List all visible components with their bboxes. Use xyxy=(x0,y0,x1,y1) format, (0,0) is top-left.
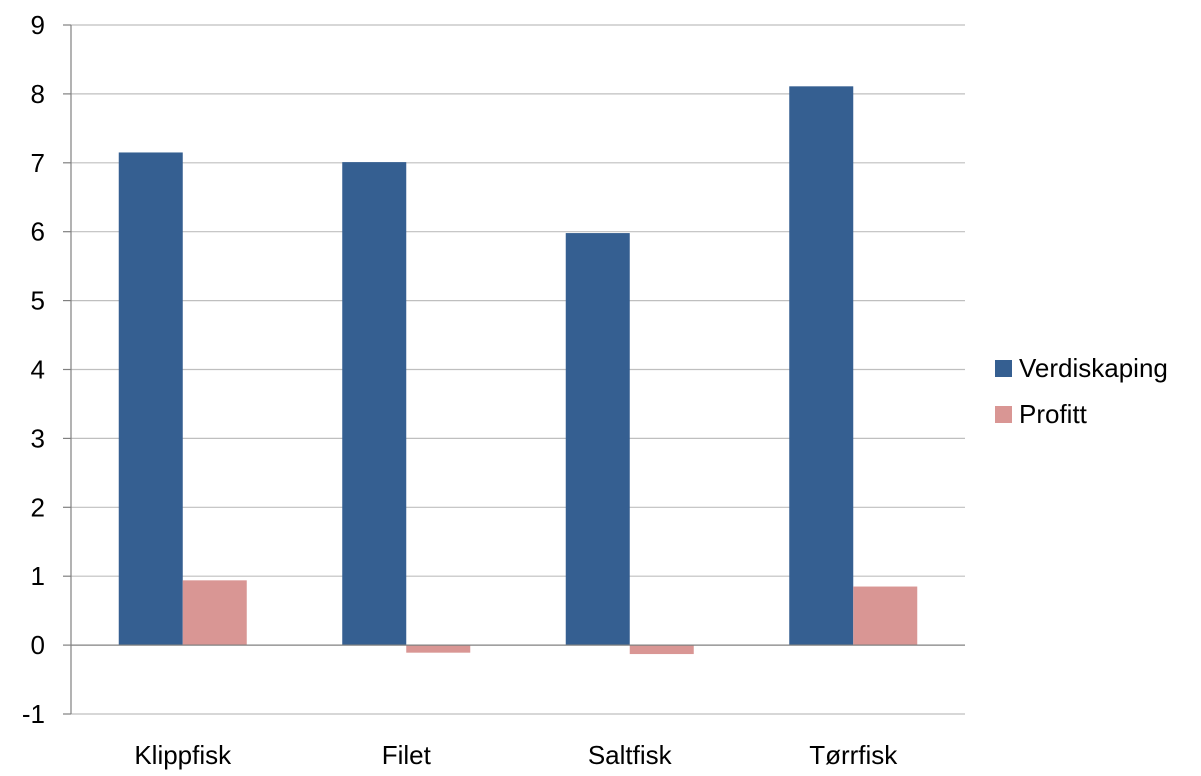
legend-label-verdiskaping: Verdiskaping xyxy=(1019,353,1168,383)
gridlines xyxy=(71,24,965,715)
y-tick-label: 1 xyxy=(31,561,45,591)
y-axis-tick-labels: -1 0 1 2 3 4 5 6 7 8 9 xyxy=(22,10,45,729)
legend-swatch-profitt xyxy=(995,406,1012,423)
bars xyxy=(118,86,918,655)
axes xyxy=(63,24,965,715)
y-tick-label: 9 xyxy=(31,10,45,40)
y-tick-label: 5 xyxy=(31,286,45,316)
bar-verdiskaping-saltfisk xyxy=(565,233,630,646)
y-tick-label: 8 xyxy=(31,79,45,109)
legend: Verdiskaping Profitt xyxy=(995,353,1168,429)
y-tick-label: 3 xyxy=(31,423,45,453)
x-tick-label: Saltfisk xyxy=(588,740,673,770)
bar-profitt-saltfisk xyxy=(629,645,694,655)
bar-verdiskaping-tørrfisk xyxy=(789,86,854,646)
bar-verdiskaping-filet xyxy=(342,162,407,646)
x-axis-tick-labels: Klippfisk Filet Saltfisk Tørrfisk xyxy=(134,740,898,770)
y-tick-label: 4 xyxy=(31,355,45,385)
y-tick-label: 2 xyxy=(31,492,45,522)
legend-swatch-verdiskaping xyxy=(995,360,1012,377)
y-tick-label: 6 xyxy=(31,217,45,247)
legend-label-profitt: Profitt xyxy=(1019,399,1088,429)
y-tick-label: 7 xyxy=(31,148,45,178)
bar-verdiskaping-klippfisk xyxy=(118,152,183,646)
y-tick-label: -1 xyxy=(22,699,45,729)
bar-profitt-klippfisk xyxy=(182,580,247,646)
bar-profitt-filet xyxy=(406,645,471,653)
y-tick-label: 0 xyxy=(31,630,45,660)
x-tick-label: Tørrfisk xyxy=(809,740,898,770)
x-tick-label: Filet xyxy=(382,740,432,770)
bar-profitt-tørrfisk xyxy=(853,586,918,646)
x-tick-label: Klippfisk xyxy=(134,740,232,770)
